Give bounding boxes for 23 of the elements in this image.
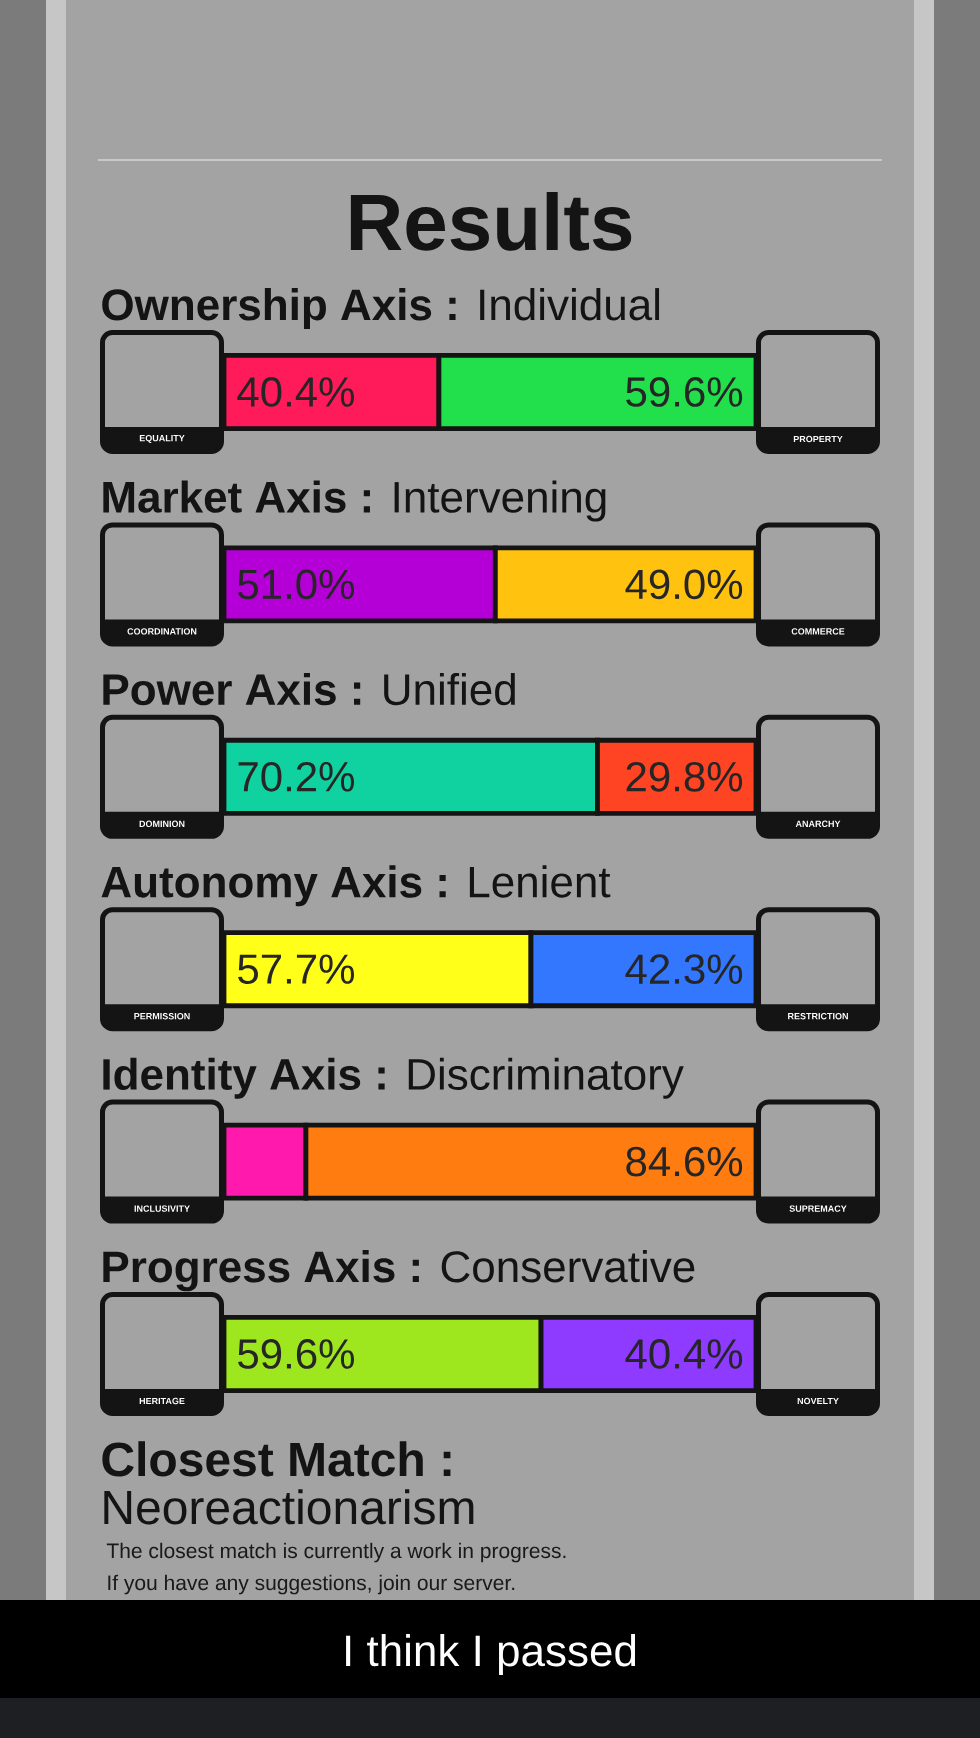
data-label: 59.6%	[626, 377, 743, 407]
data-label: 51.0%	[238, 569, 354, 600]
y-tick-label: Ownership Axis : Individual	[102, 288, 660, 330]
data-label: 59.6%	[238, 1339, 354, 1369]
y-tick-label: Identity Axis : Discriminatory	[103, 1057, 684, 1099]
chart-title: Results	[350, 192, 632, 251]
text: The closest match is currently a work in progress.	[106, 1542, 566, 1563]
y-tick-label: Progress Axis : Conservative	[103, 1250, 695, 1292]
y-tick-label: Autonomy Axis : Lenient	[101, 865, 611, 907]
text: I think I passed	[346, 1634, 636, 1676]
text: If you have any suggestions, join our server.	[108, 1574, 515, 1595]
data-label: 49.0%	[625, 569, 743, 600]
data-label: 29.8%	[626, 761, 743, 792]
data-label: 84.6%	[626, 1146, 743, 1177]
y-tick-label: Power Axis : Unified	[103, 672, 515, 706]
data-label: 42.3%	[625, 954, 743, 985]
text: Closest Match :	[102, 1441, 451, 1477]
data-label: 40.4%	[625, 1339, 743, 1369]
text: Neoreactionarism	[104, 1489, 474, 1525]
data-label: 40.4%	[237, 377, 354, 407]
data-label: 70.2%	[238, 761, 354, 792]
y-tick-label: Market Axis : Intervening	[103, 480, 606, 522]
data-label: 57.7%	[238, 954, 354, 984]
